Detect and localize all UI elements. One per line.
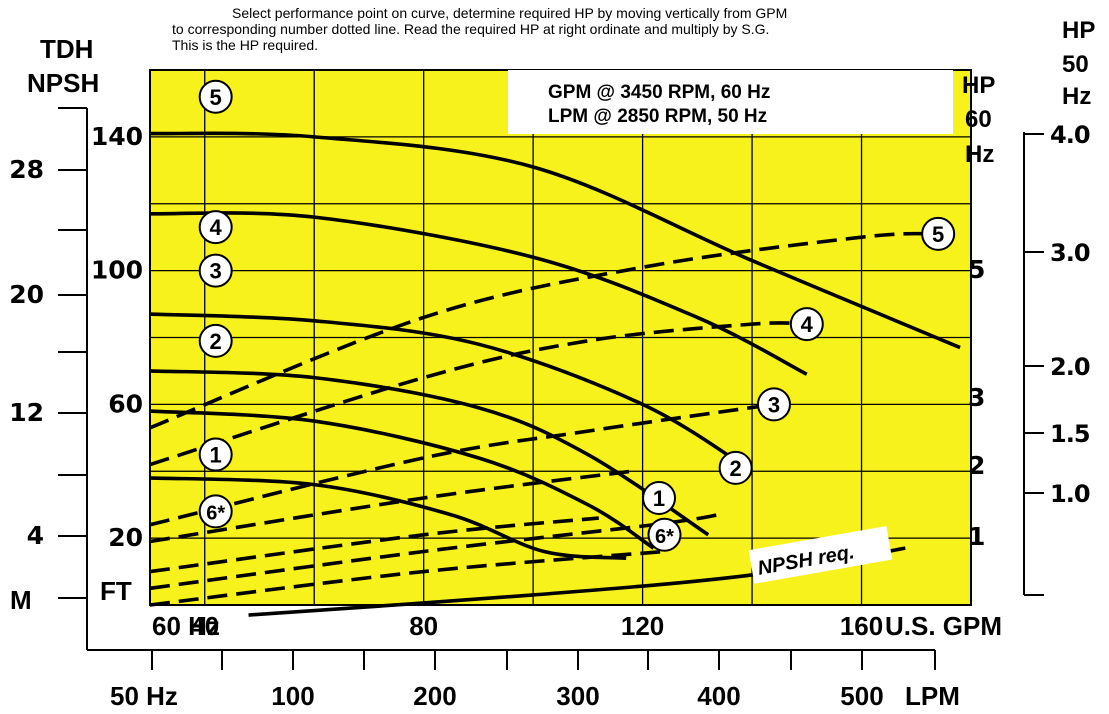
curve-label-3: 3 <box>200 255 232 287</box>
meter-tick-label: 28 <box>9 155 44 184</box>
hp60-label-60: 60 <box>965 106 992 133</box>
gpm-tick-label: 80 <box>409 611 438 641</box>
feet-unit-label: FT <box>100 576 132 606</box>
curve-label-2: 2 <box>720 452 752 484</box>
ft-tick-label: 20 <box>108 523 143 552</box>
meter-tick-label: 20 <box>9 280 44 309</box>
hp50-label-50: 50 <box>1062 51 1089 78</box>
ft-tick-label: 60 <box>108 389 143 418</box>
curve-label-text: 2 <box>210 329 222 354</box>
curve-label-6star: 6* <box>648 519 680 551</box>
meter-tick-label: 12 <box>9 398 44 427</box>
info-line-2: LPM @ 2850 RPM, 50 Hz <box>548 106 767 127</box>
hp50-tick-label: 2.0 <box>1050 353 1090 381</box>
hp50-tick-label: 4.0 <box>1050 121 1090 149</box>
curve-label-text: 6* <box>655 526 674 548</box>
lpm-axis: 50 Hz 100 200 300 400 500 LPM <box>110 650 960 711</box>
lpm-tick-label: 200 <box>413 681 456 711</box>
npsh-axis-label: NPSH <box>27 68 99 98</box>
gpm-tick-label: U.S. GPM <box>885 611 1002 641</box>
lpm-tick-label: 300 <box>556 681 599 711</box>
hp60-label-hz: Hz <box>965 141 994 168</box>
curve-label-4: 4 <box>791 308 823 340</box>
curve-label-text: 4 <box>801 312 814 337</box>
gpm-tick-label: 160 <box>840 611 883 641</box>
ft-tick-label: 100 <box>91 256 143 285</box>
hp60-label-hp: HP <box>962 72 995 99</box>
curve-label-text: 6* <box>206 502 225 524</box>
hp50-tick-label: 3.0 <box>1050 239 1090 267</box>
meter-unit-label: M <box>10 585 32 615</box>
hp50-label-hp: HP <box>1062 17 1095 44</box>
lpm-tick-label: 100 <box>271 681 314 711</box>
ft-tick-label: 140 <box>91 122 143 151</box>
gpm-tick-label: 120 <box>621 611 664 641</box>
curve-label-text: 1 <box>210 443 222 468</box>
lpm-tick-label: LPM <box>905 681 960 711</box>
curve-label-5: 5 <box>922 218 954 250</box>
tdh-label: TDH <box>40 34 93 64</box>
hp50-tick-label: 1.0 <box>1050 480 1090 508</box>
lpm-tick-label: 500 <box>840 681 883 711</box>
curve-label-6star: 6* <box>200 495 232 527</box>
curve-label-text: 1 <box>653 486 665 511</box>
curve-label-5: 5 <box>200 81 232 113</box>
hp60-tick-label: 5 <box>968 255 985 284</box>
curve-label-text: 4 <box>210 215 223 240</box>
curve-label-2: 2 <box>200 325 232 357</box>
hp50-ticks: 1.0 1.5 2.0 3.0 4.0 <box>1024 121 1090 508</box>
curve-label-4: 4 <box>200 211 232 243</box>
hp60-tick-label: 2 <box>968 451 985 480</box>
curve-label-1: 1 <box>200 439 232 471</box>
left-axis-ticks: 20 60 100 140 4 12 20 28 <box>9 108 143 598</box>
info-line-1: GPM @ 3450 RPM, 60 Hz <box>548 82 770 103</box>
hp60-tick-label: 1 <box>968 522 985 551</box>
gpm-axis-labels: 60 Hz40 80 120 160 U.S. GPM <box>152 611 1002 641</box>
hp50-label-hz: Hz <box>1062 83 1091 110</box>
curve-label-text: 5 <box>932 222 944 247</box>
curve-label-text: 2 <box>730 456 742 481</box>
curve-label-text: 3 <box>768 392 780 417</box>
lpm-tick-label: 400 <box>697 681 740 711</box>
gpm-tick-label: 40 <box>190 611 219 641</box>
hp60-tick-label: 3 <box>968 383 985 412</box>
curve-label-3: 3 <box>758 388 790 420</box>
lpm-tick-label: 50 Hz <box>110 681 178 711</box>
curve-label-text: 3 <box>210 259 222 284</box>
meter-tick-label: 4 <box>27 521 44 550</box>
curve-label-text: 5 <box>210 85 222 110</box>
curve-label-1: 1 <box>643 482 675 514</box>
hp50-tick-label: 1.5 <box>1050 420 1090 448</box>
